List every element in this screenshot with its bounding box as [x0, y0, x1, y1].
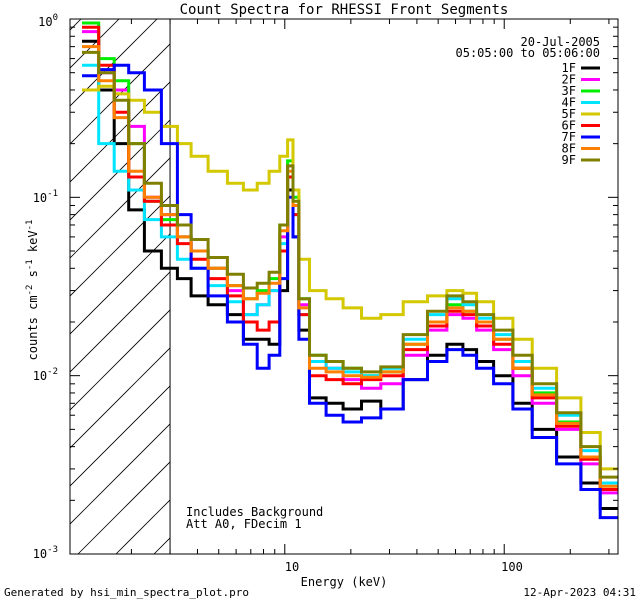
- observation-date: 20-Jul-2005: [521, 35, 600, 49]
- footer-timestamp: 12-Apr-2023 04:31: [523, 586, 636, 599]
- y-tick-label-0: 10-3: [33, 545, 58, 561]
- axis-ticks: [70, 18, 618, 555]
- legend-label-5F: 5F: [562, 107, 576, 121]
- x-tick-labels: 10 100: [285, 560, 523, 574]
- legend-label-1F: 1F: [562, 61, 576, 75]
- x-axis-label: Energy (keV): [301, 575, 388, 589]
- annotation-background: Includes Background: [186, 505, 323, 519]
- legend-label-7F: 7F: [562, 130, 576, 144]
- legend-label-6F: 6F: [562, 119, 576, 133]
- background-hatch-region: [70, 19, 171, 554]
- series-line-6F: [82, 25, 618, 491]
- chart-title: Count Spectra for RHESSI Front Segments: [180, 2, 509, 18]
- legend-label-2F: 2F: [562, 73, 576, 87]
- y-tick-label-3: 100: [38, 13, 58, 29]
- legend-label-8F: 8F: [562, 142, 576, 156]
- observation-time-range: 05:05:00 to 05:06:00: [456, 46, 601, 60]
- x-tick-label-10: 10: [285, 560, 299, 574]
- y-tick-labels: 10-3 10-2 10-1 100: [33, 13, 58, 561]
- legend-label-9F: 9F: [562, 153, 576, 167]
- legend-label-4F: 4F: [562, 96, 576, 110]
- series-line-7F: [82, 63, 618, 520]
- y-tick-label-2: 10-1: [33, 189, 58, 205]
- footer-generated-by: Generated by hsi_min_spectra_plot.pro: [4, 586, 249, 599]
- series-line-5F: [82, 84, 618, 471]
- y-tick-label-1: 10-2: [33, 367, 58, 383]
- x-tick-label-100: 100: [501, 560, 523, 574]
- annotation-attenuator: Att A0, FDecim 1: [186, 517, 302, 531]
- legend-label-3F: 3F: [562, 84, 576, 98]
- series-line-9F: [82, 50, 618, 479]
- series-line-8F: [82, 45, 618, 488]
- y-axis-label: counts cm-2 s-1 keV-1: [25, 220, 40, 361]
- plot-frame: [69, 18, 619, 555]
